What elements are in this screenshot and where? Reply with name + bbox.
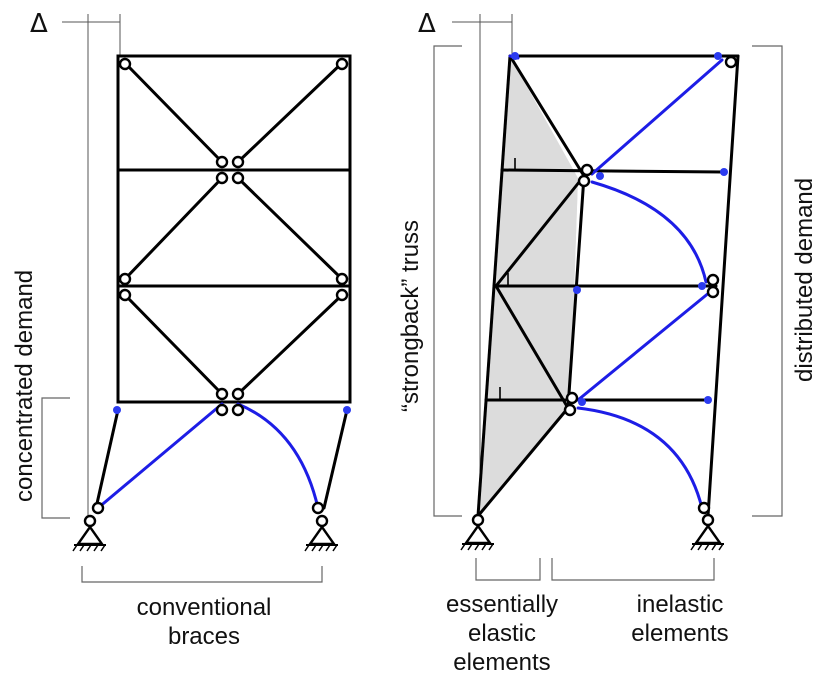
- right-yield-dots: [511, 52, 728, 406]
- elastic-label-line2: elastic: [468, 620, 536, 647]
- left-delta-symbol: Δ: [30, 9, 48, 39]
- left-frame-members: [94, 54, 352, 510]
- left-drift-reference: [62, 14, 121, 520]
- inelastic-brace: [590, 58, 724, 176]
- right-drift-reference: [452, 14, 513, 516]
- inelastic-label-line2: elements: [631, 620, 728, 647]
- left-pin-connections: [83, 57, 349, 528]
- concentrated-demand-label: concentrated demand: [11, 270, 38, 502]
- elastic-label-line1: essentially: [446, 591, 558, 618]
- distributed-demand-bracket: [752, 45, 783, 517]
- right-column-pin-support: [690, 523, 724, 551]
- left-yield-dot: [113, 406, 121, 414]
- right-pin-connections: [471, 55, 738, 527]
- left-buckled-brace: [236, 402, 320, 510]
- left-straight-brace: [96, 402, 224, 510]
- conventional-label-line1: conventional: [137, 594, 272, 621]
- strongback-pin-support: [460, 523, 494, 551]
- elastic-label-line3: elements: [453, 649, 550, 676]
- conventional-braces-bracket: [81, 566, 323, 583]
- left-frame: Δ: [11, 9, 352, 650]
- inelastic-elements-bracket: [551, 558, 715, 581]
- left-yield-dot: [343, 406, 351, 414]
- right-frame-members: [476, 54, 740, 518]
- inelastic-brace: [576, 290, 712, 402]
- inelastic-brace: [576, 406, 704, 510]
- elastic-elements-bracket: [475, 558, 541, 581]
- concentrated-demand-bracket: [41, 397, 70, 519]
- inelastic-label-line1: inelastic: [637, 591, 724, 618]
- distributed-demand-label: distributed demand: [791, 178, 818, 382]
- strongback-truss-label: “strongback” truss: [397, 220, 424, 412]
- right-frame: Δ: [397, 9, 818, 676]
- right-pin-support: [304, 524, 338, 552]
- right-delta-symbol: Δ: [418, 9, 436, 39]
- left-pin-support: [72, 524, 106, 552]
- inelastic-brace: [590, 180, 708, 284]
- strongback-truss-bracket: [433, 45, 462, 517]
- conventional-label-line2: braces: [168, 623, 240, 650]
